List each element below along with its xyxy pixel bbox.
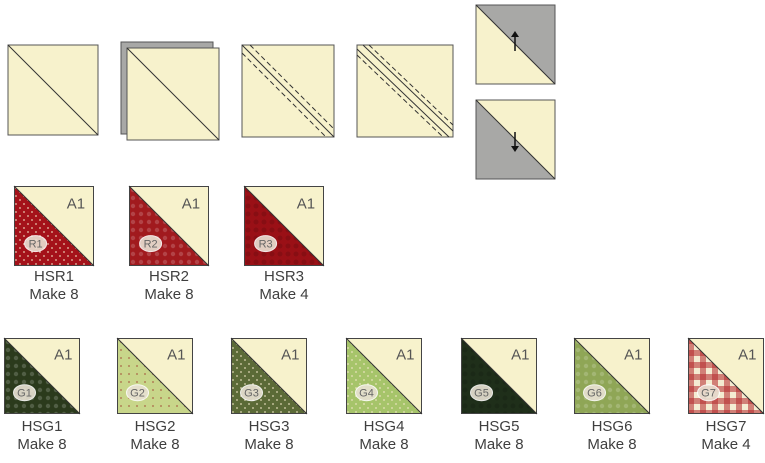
unit-code: HSG2 [134, 418, 176, 435]
print-label: A1 [281, 346, 299, 363]
unit-hsg4: A1 G4 [345, 337, 423, 415]
unit-caption: HSG3 Make 8 [219, 418, 319, 454]
fabric-label-oval [470, 384, 494, 402]
print-label: A1 [297, 195, 315, 212]
fabric-label: G7 [701, 388, 716, 400]
unit-code: HSR3 [263, 268, 304, 285]
fabric-label: G4 [359, 388, 374, 400]
fabric-label: G3 [244, 388, 259, 400]
print-label: A1 [624, 346, 642, 363]
fabric-label-oval [583, 384, 607, 402]
unit-code: HSG1 [21, 418, 63, 435]
print-label: A1 [167, 346, 185, 363]
unit-hsg7: A1 G7 [687, 337, 765, 415]
unit-make-count: Make 4 [259, 286, 309, 303]
fabric-label-oval [13, 384, 37, 402]
step-plain-square [7, 44, 100, 137]
print-label: A1 [396, 346, 414, 363]
unit-code: HSG5 [478, 418, 520, 435]
arrow-down-icon [511, 132, 519, 152]
unit-hsr2: A1 R2 [128, 185, 210, 267]
fabric-label: G6 [587, 388, 602, 400]
unit-caption: HSG1 Make 8 [0, 418, 92, 454]
print-label: A1 [182, 195, 200, 212]
fabric-label-oval [139, 235, 163, 253]
print-label: A1 [67, 195, 85, 212]
unit-caption: HSR2 Make 8 [119, 268, 219, 304]
fabric-label-oval [355, 384, 379, 402]
unit-make-count: Make 4 [701, 436, 751, 453]
step-cut-lines [356, 44, 455, 140]
fabric-label-oval [254, 235, 278, 253]
unit-caption: HSG4 Make 8 [334, 418, 434, 454]
fabric-label: R1 [29, 239, 43, 251]
unit-hsg5: A1 G5 [460, 337, 538, 415]
step-sewn-lines [241, 44, 337, 140]
unit-code: HSG4 [363, 418, 405, 435]
unit-make-count: Make 8 [587, 436, 637, 453]
step-stacked-squares [120, 41, 221, 142]
unit-code: HSR1 [33, 268, 74, 285]
unit-hsr3: A1 R3 [243, 185, 325, 267]
unit-make-count: Make 8 [144, 286, 194, 303]
unit-make-count: Make 8 [17, 436, 67, 453]
fabric-label: G2 [130, 388, 145, 400]
unit-caption: HSG6 Make 8 [562, 418, 662, 454]
print-label: A1 [54, 346, 72, 363]
fabric-label-oval [240, 384, 264, 402]
step-pressed-up [475, 4, 556, 85]
print-label: A1 [511, 346, 529, 363]
unit-make-count: Make 8 [244, 436, 294, 453]
unit-code: HSR2 [148, 268, 189, 285]
unit-make-count: Make 8 [359, 436, 409, 453]
unit-make-count: Make 8 [130, 436, 180, 453]
unit-hsg1: A1 G1 [3, 337, 81, 415]
unit-hsg3: A1 G3 [230, 337, 308, 415]
unit-code: HSG3 [248, 418, 290, 435]
unit-make-count: Make 8 [474, 436, 524, 453]
fabric-label: R3 [259, 239, 273, 251]
unit-caption: HSR1 Make 8 [4, 268, 104, 304]
fabric-label: G5 [474, 388, 489, 400]
unit-hsr1: A1 R1 [13, 185, 95, 267]
fabric-label-oval [24, 235, 48, 253]
print-label: A1 [738, 346, 756, 363]
unit-caption: HSG2 Make 8 [105, 418, 205, 454]
unit-caption: HSG7 Make 4 [676, 418, 765, 454]
unit-hsg2: A1 G2 [116, 337, 194, 415]
fabric-label-oval [697, 384, 721, 402]
unit-code: HSG7 [705, 418, 747, 435]
unit-hsg6: A1 G6 [573, 337, 651, 415]
fabric-label: G1 [17, 388, 32, 400]
step-pressed-down [475, 99, 556, 180]
arrow-up-icon [511, 31, 519, 51]
unit-code: HSG6 [591, 418, 633, 435]
fabric-label: R2 [144, 239, 158, 251]
fabric-label-oval [126, 384, 150, 402]
unit-caption: HSG5 Make 8 [449, 418, 549, 454]
unit-caption: HSR3 Make 4 [234, 268, 334, 304]
unit-make-count: Make 8 [29, 286, 79, 303]
